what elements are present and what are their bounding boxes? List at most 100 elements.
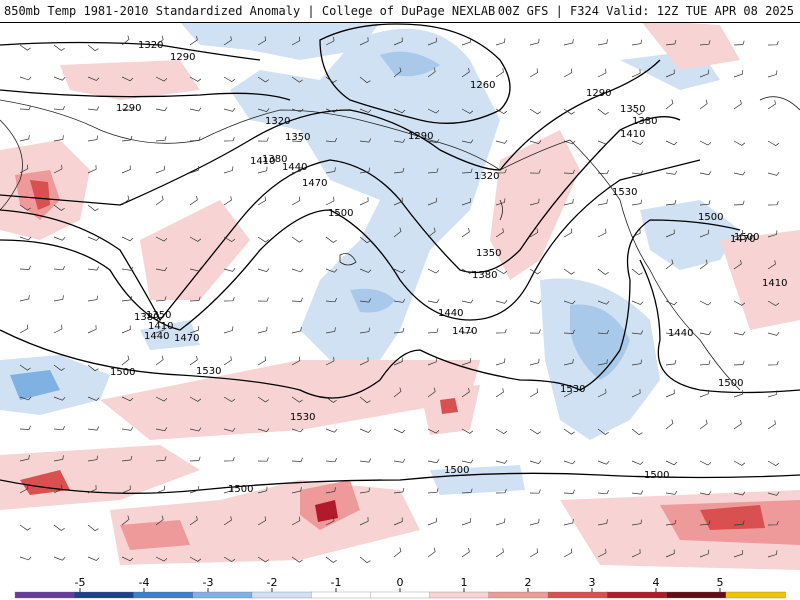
wind-barb <box>359 138 372 143</box>
wind-barb <box>495 358 506 366</box>
contour-label: 1500 <box>110 367 135 378</box>
wind-barb <box>87 44 99 52</box>
wind-barb <box>393 387 402 398</box>
wind-barb <box>121 556 134 562</box>
wind-barb <box>733 360 745 366</box>
wind-barb <box>597 548 607 558</box>
wind-barb <box>155 236 168 242</box>
wind-barb <box>767 40 779 46</box>
wind-barb <box>291 236 303 243</box>
wind-barb <box>87 556 100 561</box>
wind-barb <box>495 328 507 334</box>
wind-barb <box>53 324 63 334</box>
wind-barb <box>665 300 678 306</box>
wind-barb <box>699 549 709 558</box>
wind-barb <box>495 168 507 174</box>
colorbar-segment <box>607 591 668 599</box>
wind-barb <box>223 556 236 563</box>
wind-barb <box>733 550 744 558</box>
wind-barb <box>325 458 338 463</box>
wind-barb <box>257 428 270 433</box>
wind-barb <box>427 357 437 366</box>
wind-barb <box>699 229 709 238</box>
colorbar-segment <box>74 591 135 599</box>
wind-barb <box>597 428 609 435</box>
wind-barb <box>359 428 372 433</box>
wind-barb <box>393 298 406 303</box>
wind-barb <box>699 360 711 366</box>
wind-barb <box>223 326 234 334</box>
wind-barb <box>529 329 541 334</box>
wind-barb <box>325 356 335 366</box>
contour-label: 1530 <box>612 187 637 198</box>
wind-barb <box>325 167 336 174</box>
wind-barb <box>257 268 270 273</box>
wind-barb <box>767 260 776 270</box>
wind-barb <box>291 268 304 273</box>
colorbar-tick-label: -4 <box>139 576 150 589</box>
wind-barb <box>189 107 202 112</box>
wind-barb <box>665 140 678 146</box>
height-contours <box>0 23 800 494</box>
wind-barb <box>223 427 236 432</box>
contour-label: 1500 <box>328 208 353 219</box>
wind-barb <box>87 165 97 174</box>
colorbar-segment <box>547 591 608 599</box>
wind-barb <box>563 108 575 115</box>
wind-barb <box>427 299 440 304</box>
wind-barb <box>155 35 164 46</box>
wind-barb <box>665 69 675 78</box>
wind-barb <box>121 135 133 142</box>
wind-barb <box>495 268 508 275</box>
wind-barb <box>189 355 198 366</box>
wind-barb <box>563 300 576 305</box>
wind-barb <box>359 197 369 206</box>
wind-barb <box>767 70 778 78</box>
wind-barb <box>665 419 674 430</box>
wind-barb <box>291 166 302 174</box>
colorbar-segment <box>725 591 786 599</box>
wind-barb <box>631 199 643 206</box>
colorbar-segments <box>14 591 786 599</box>
wind-barb <box>529 548 539 558</box>
colorbar-segment <box>192 591 253 599</box>
wind-barb <box>461 38 472 46</box>
contour-label: 1470 <box>302 178 327 189</box>
wind-barb <box>155 267 168 272</box>
wind-barb <box>359 76 371 84</box>
contour-label: 1500 <box>228 484 253 495</box>
wind-barb <box>359 327 371 334</box>
contour-label: 1470 <box>730 234 755 245</box>
wind-barb <box>359 298 372 303</box>
wind-barb <box>19 484 29 494</box>
wind-barb <box>393 458 406 463</box>
wind-barb <box>19 164 29 174</box>
wind-barb <box>495 108 508 115</box>
wind-barb <box>189 326 200 334</box>
contour-label: 1530 <box>290 412 315 423</box>
wind-barb <box>461 358 472 366</box>
wind-barb <box>461 139 474 144</box>
contour-label: 1320 <box>138 40 163 51</box>
wind-barb <box>19 294 30 302</box>
wind-barb <box>767 140 780 147</box>
wind-barb <box>461 387 470 398</box>
wind-barb <box>393 547 402 558</box>
wind-barb <box>767 200 779 206</box>
wind-barb <box>461 328 473 334</box>
wind-barb <box>597 460 610 465</box>
wind-barb <box>733 40 745 46</box>
wind-barb <box>631 359 643 366</box>
wind-barb <box>393 227 402 238</box>
wind-barb <box>631 300 644 305</box>
positive-anomaly-area <box>30 180 50 210</box>
contour-label: 1410 <box>762 278 787 289</box>
wind-barb <box>359 268 372 273</box>
positive-anomaly-area <box>640 20 740 70</box>
wind-barb <box>223 76 236 83</box>
wind-barb <box>53 524 65 531</box>
wind-barb <box>155 485 165 494</box>
wind-barb <box>495 139 508 144</box>
model-run-valid-time: 00Z GFS | F324 Valid: 12Z TUE APR 08 202… <box>497 4 794 18</box>
contour-label: 1380 <box>632 116 657 127</box>
